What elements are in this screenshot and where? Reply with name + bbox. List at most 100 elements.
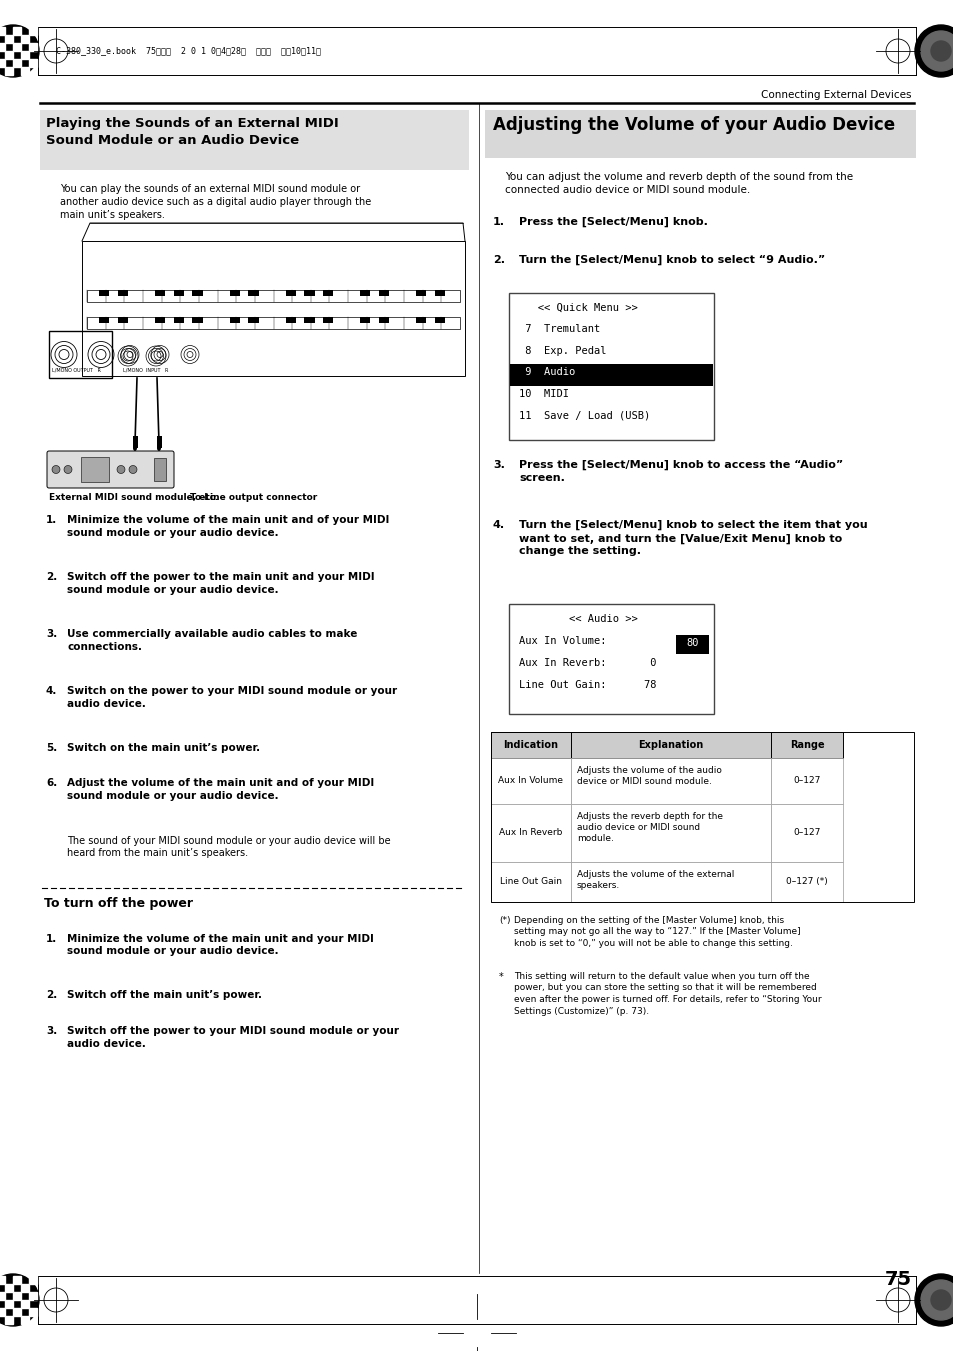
Text: Playing the Sounds of an External MIDI
Sound Module or an Audio Device: Playing the Sounds of an External MIDI S…	[46, 118, 338, 146]
Circle shape	[0, 26, 39, 77]
Bar	[770, 732, 842, 758]
Bar	[155, 289, 165, 296]
Text: You can adjust the volume and reverb depth of the sound from the
connected audio: You can adjust the volume and reverb dep…	[504, 172, 852, 195]
Bar	[285, 289, 295, 296]
Bar	[132, 436, 137, 449]
Bar	[416, 289, 426, 296]
Text: Adjusts the reverb depth for the
audio device or MIDI sound
module.: Adjusts the reverb depth for the audio d…	[577, 812, 722, 843]
Bar	[304, 316, 314, 323]
Bar	[509, 293, 713, 439]
Text: 1.: 1.	[46, 934, 57, 943]
Bar	[5, 51, 12, 59]
Bar	[21, 68, 29, 76]
Text: Aux In Volume: Aux In Volume	[498, 775, 563, 785]
Text: This setting will return to the default value when you turn off the
power, but y: This setting will return to the default …	[514, 971, 821, 1016]
Text: Adjusts the volume of the external
speakers.: Adjusts the volume of the external speak…	[577, 870, 734, 890]
Bar	[0, 43, 5, 51]
Text: C-380_330_e.book  75ページ  2 0 1 0年4月28日  水曜日  午後10時11分: C-380_330_e.book 75ページ 2 0 1 0年4月28日 水曜日…	[56, 46, 320, 55]
Bar	[13, 59, 21, 68]
Text: 80: 80	[685, 638, 698, 647]
Bar	[173, 289, 184, 296]
Text: 3.: 3.	[46, 630, 57, 639]
Bar	[416, 316, 426, 323]
Text: 0–127: 0–127	[793, 775, 820, 785]
Bar	[360, 289, 370, 296]
Bar	[0, 27, 5, 35]
Bar	[491, 732, 571, 758]
Bar	[5, 1300, 12, 1308]
Bar	[0, 1292, 5, 1300]
Text: 2.: 2.	[46, 571, 57, 582]
Text: Adjusts the volume of the audio
device or MIDI sound module.: Adjusts the volume of the audio device o…	[577, 766, 721, 786]
Bar	[99, 289, 110, 296]
Text: To Line output connector: To Line output connector	[190, 493, 317, 503]
Text: << Audio >>: << Audio >>	[518, 613, 638, 624]
Ellipse shape	[132, 444, 137, 451]
Text: Switch off the main unit’s power.: Switch off the main unit’s power.	[67, 990, 262, 1001]
Bar	[571, 804, 770, 862]
Text: 2.: 2.	[493, 255, 504, 265]
Bar	[571, 862, 770, 901]
Circle shape	[920, 31, 953, 72]
Bar	[571, 732, 770, 758]
Text: Switch on the power to your MIDI sound module or your
audio device.: Switch on the power to your MIDI sound m…	[67, 686, 396, 709]
Bar	[435, 289, 445, 296]
Bar	[13, 1277, 21, 1283]
Text: Minimize the volume of the main unit and of your MIDI
sound module or your audio: Minimize the volume of the main unit and…	[67, 515, 389, 538]
Text: To turn off the power: To turn off the power	[44, 897, 193, 911]
Text: You can play the sounds of an external MIDI sound module or
another audio device: You can play the sounds of an external M…	[60, 184, 371, 220]
Text: 8  Exp. Pedal: 8 Exp. Pedal	[518, 346, 606, 355]
Bar	[0, 1308, 5, 1316]
Text: Adjusting the Volume of your Audio Device: Adjusting the Volume of your Audio Devic…	[493, 116, 894, 134]
Bar	[81, 457, 109, 482]
Text: Switch off the power to your MIDI sound module or your
audio device.: Switch off the power to your MIDI sound …	[67, 1025, 398, 1048]
Bar	[304, 289, 314, 296]
Text: 4.: 4.	[46, 686, 57, 696]
Text: (*): (*)	[498, 916, 510, 924]
Bar	[99, 316, 110, 323]
Bar	[676, 635, 708, 654]
Bar	[173, 316, 184, 323]
Text: Line Out Gain:      78: Line Out Gain: 78	[518, 680, 656, 689]
Bar	[770, 804, 842, 862]
Bar	[435, 316, 445, 323]
Bar	[0, 1277, 5, 1283]
Bar	[21, 1285, 29, 1292]
Bar	[510, 365, 712, 385]
Text: *: *	[498, 971, 503, 982]
Text: 7  Tremulant: 7 Tremulant	[518, 324, 599, 334]
Bar	[491, 758, 571, 804]
Text: Switch off the power to the main unit and your MIDI
sound module or your audio d: Switch off the power to the main unit an…	[67, 571, 375, 594]
Text: 9  Audio: 9 Audio	[518, 367, 575, 377]
Circle shape	[914, 26, 953, 77]
Bar	[770, 862, 842, 901]
Text: Aux In Reverb: Aux In Reverb	[498, 828, 562, 838]
Bar	[193, 289, 202, 296]
Bar	[230, 316, 239, 323]
Text: Aux In Volume:: Aux In Volume:	[518, 635, 606, 646]
Bar	[571, 758, 770, 804]
Circle shape	[0, 1274, 39, 1325]
Text: 0–127: 0–127	[793, 828, 820, 838]
Bar	[5, 68, 12, 76]
Text: 2.: 2.	[46, 990, 57, 1001]
Text: Line Out Gain: Line Out Gain	[499, 877, 561, 886]
Bar	[248, 289, 258, 296]
Bar	[230, 289, 239, 296]
Bar	[322, 289, 333, 296]
Text: Range: Range	[789, 739, 823, 750]
Text: 3.: 3.	[493, 459, 504, 470]
Bar	[491, 732, 913, 901]
Text: 75: 75	[884, 1270, 911, 1289]
Bar	[193, 316, 202, 323]
Bar	[156, 436, 161, 449]
Bar	[87, 316, 459, 328]
Text: Indication: Indication	[503, 739, 558, 750]
Ellipse shape	[157, 444, 161, 451]
Bar	[40, 109, 469, 170]
Bar	[248, 316, 258, 323]
Text: Connecting External Devices: Connecting External Devices	[760, 91, 911, 100]
Text: Turn the [Select/Menu] knob to select the item that you
want to set, and turn th: Turn the [Select/Menu] knob to select th…	[518, 520, 866, 557]
Bar	[117, 316, 128, 323]
Bar	[82, 240, 464, 376]
